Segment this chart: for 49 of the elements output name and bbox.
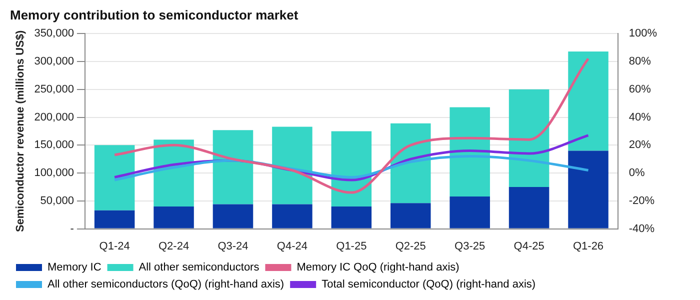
y-tick-label: 150,000	[34, 139, 74, 152]
x-tick-label: Q1-26	[572, 240, 604, 252]
bar	[568, 51, 608, 151]
bar	[94, 145, 135, 210]
bar	[390, 123, 431, 204]
y-tick-label: 200,000	[34, 111, 74, 124]
bar	[508, 89, 550, 187]
y-tick-label: -	[70, 222, 74, 235]
bar	[94, 210, 135, 228]
y2-tick-label: 100%	[628, 28, 658, 40]
bar	[450, 196, 490, 228]
y2-tick-label: -40%	[628, 222, 655, 235]
bar	[331, 206, 372, 228]
y2-tick-label: 0%	[628, 167, 645, 180]
x-tick-label: Q3-24	[218, 240, 248, 252]
bar	[212, 130, 254, 204]
y2-tick-label: 20%	[628, 139, 652, 152]
x-tick-label: Q4-25	[514, 240, 544, 252]
y-tick-label: 300,000	[34, 56, 74, 68]
y-axis-title: Semiconductor revenue (millions US$)	[14, 30, 27, 232]
y-tick-label: 50,000	[40, 194, 74, 207]
legend-label: All other semiconductors (QoQ) (right-hand axis)	[48, 278, 284, 291]
bar	[568, 150, 608, 228]
bar	[450, 107, 490, 196]
line-series	[113, 57, 590, 194]
x-tick-label: Q2-24	[158, 240, 190, 252]
legend-label: Memory IC	[48, 262, 102, 274]
legend-label: Total semiconductor (QoQ) (right-hand axis)	[322, 278, 536, 291]
y2-tick-label: 60%	[628, 83, 652, 96]
bar	[508, 186, 550, 228]
x-tick-label: Q1-25	[336, 240, 367, 252]
bar	[272, 204, 312, 228]
legend-label: Memory IC QoQ (right-hand axis)	[296, 262, 460, 274]
bar	[212, 204, 254, 228]
y2-tick-label: 80%	[628, 56, 652, 68]
bar	[390, 203, 431, 228]
x-tick-label: Q2-25	[395, 240, 426, 252]
x-tick-label: Q3-25	[454, 240, 486, 252]
y-tick-label: 350,000	[34, 28, 74, 40]
y2-tick-label: -20%	[628, 194, 655, 207]
x-tick-label: Q1-24	[99, 240, 130, 252]
bar	[272, 126, 312, 204]
legend-label: All other semiconductors	[138, 262, 260, 274]
y-tick-label: 100,000	[34, 167, 74, 180]
bar	[154, 206, 194, 228]
y2-tick-label: 40%	[628, 111, 652, 124]
y-tick-label: 250,000	[34, 83, 74, 96]
x-tick-label: Q4-24	[276, 240, 308, 252]
chart-title: Memory contribution to semiconductor market	[10, 7, 299, 22]
